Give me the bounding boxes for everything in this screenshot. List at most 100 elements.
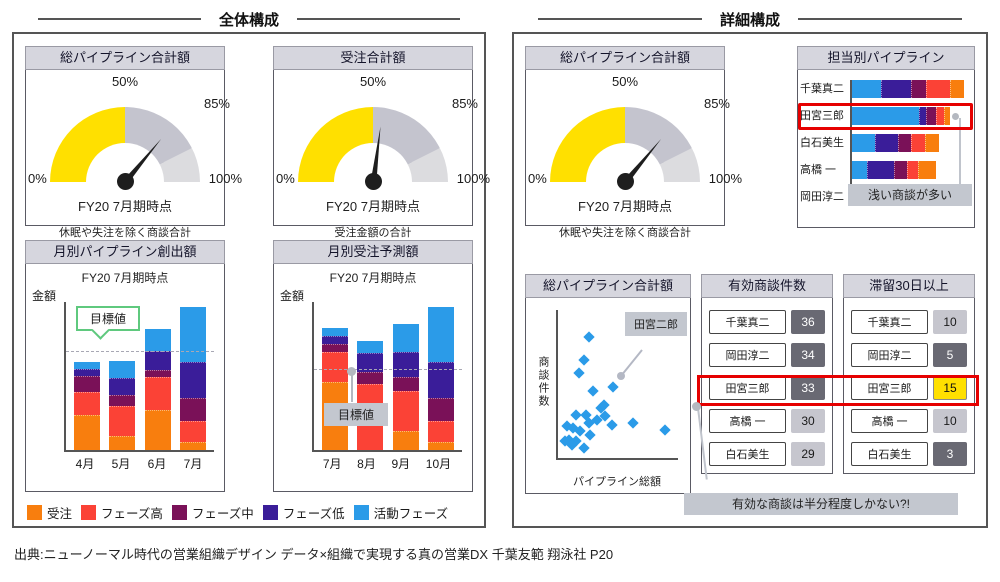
connector-dot	[951, 112, 959, 120]
annotation-valid-deals: 有効な商談は半分程度しかない?!	[684, 493, 958, 515]
table-row: 高橋 一 30	[709, 409, 825, 433]
legend-swatch	[171, 505, 187, 520]
legend-swatch	[353, 505, 369, 520]
panel-detail-title-text: 詳細構成	[720, 11, 781, 29]
segment-フェーズ中	[910, 80, 927, 98]
scatter-plot	[556, 310, 678, 460]
annotation-connector-svg	[617, 349, 643, 380]
plot-area	[312, 302, 462, 452]
tick-85: 85%	[703, 96, 730, 111]
table-row: 白石美生 3	[851, 442, 967, 466]
table-body: 千葉真二 36 岡田淳二 34 田宮三郎 33 高橋 一 30 白石美生 29	[701, 298, 833, 474]
rep-name: 田宮三郎	[709, 376, 786, 400]
segment-受注	[925, 134, 940, 152]
value-badge: 29	[791, 442, 825, 466]
bar-7月	[180, 307, 207, 450]
legend-item: 受注	[27, 503, 72, 522]
card-header: 有効商談件数	[701, 274, 833, 298]
bar-9月	[392, 324, 419, 450]
bar-5月	[109, 361, 136, 450]
segment-フェーズ高	[109, 406, 136, 436]
x-tick-7月: 7月	[322, 457, 342, 471]
gauges-row: 総パイプライン合計額 50% 85% 0% 100% FY20 7月期	[25, 46, 490, 239]
segment-フェーズ中	[144, 370, 171, 377]
segment-フェーズ低	[874, 134, 898, 152]
segment-受注	[943, 107, 950, 125]
segment-フェーズ高	[144, 377, 171, 410]
legend-swatch	[81, 505, 97, 520]
segment-フェーズ低	[866, 161, 895, 179]
segment-フェーズ中	[109, 395, 136, 406]
segment-フェーズ高	[926, 80, 951, 98]
segment-活動フェーズ	[852, 80, 882, 98]
segment-受注	[180, 442, 207, 450]
gauge-hub	[116, 173, 134, 190]
card-pipeline-scatter: 総パイプライン合計額 商談件数 田宮二郎 パイプライン総額	[525, 274, 691, 494]
gauge-hub	[616, 173, 634, 190]
table-row: 高橋 一 10	[851, 409, 967, 433]
segment-フェーズ高	[935, 107, 944, 125]
table-body: 千葉真二 10 岡田淳二 5 田宮三郎 15 高橋 一 10 白石美生 3	[843, 298, 975, 474]
card-orders-total-gauge: 受注合計額 50% 85% 0% 100% FY20 7月期時点	[273, 46, 490, 239]
segment-活動フェーズ	[180, 307, 207, 362]
segment-活動フェーズ	[852, 161, 867, 179]
card-header: 総パイプライン合計額	[25, 46, 225, 70]
rep-name: 高橋 一	[851, 409, 928, 433]
rep-name: 岡田淳二	[851, 343, 928, 367]
annotation-connector	[959, 118, 961, 206]
segment-受注	[392, 431, 419, 450]
legend-label: 活動フェーズ	[373, 507, 449, 521]
rep-name: 白石美生	[800, 137, 844, 149]
annotation-connector-dot	[692, 402, 701, 411]
card-total-pipeline-gauge-detail: 総パイプライン合計額 50% 85% 0% 100% FY20 7月期	[525, 46, 742, 239]
legend-swatch	[27, 505, 42, 520]
segment-フェーズ中	[428, 398, 455, 421]
tick-0: 0%	[528, 171, 547, 186]
segment-フェーズ高	[392, 391, 419, 431]
target-line	[66, 351, 214, 352]
gauge-body: 50% 85% 0% 100% FY20 7月期時点 休眠や失注を除く商談合計	[25, 70, 242, 239]
segment-フェーズ低	[73, 369, 100, 376]
rep-name: 田宮三郎	[800, 110, 844, 122]
card-monthly-orders-forecast: 月別受注予測額 FY20 7月期時点 金額 目標値 7月 8月 9月 10	[273, 240, 473, 492]
x-tick-8月: 8月	[357, 457, 376, 471]
segment-フェーズ高	[321, 352, 348, 382]
x-axis-labels: 7月 8月 9月 10月	[312, 455, 462, 472]
bar-10月	[428, 307, 455, 450]
card-valid-deal-count: 有効商談件数 千葉真二 36 岡田淳二 34 田宮三郎 33 高橋 一 30 白石美生 29	[701, 274, 833, 494]
x-tick-10月: 10月	[425, 457, 452, 471]
x-axis-label: パイプライン総額	[573, 476, 661, 488]
segment-フェーズ中	[321, 344, 348, 352]
annotation-shallow-deals: 浅い商談が多い	[848, 184, 972, 206]
figure-root: 全体構成 総パイプライン合計額 5 0% 85% 0%	[0, 0, 1000, 528]
value-badge: 3	[933, 442, 967, 466]
tick-0: 0%	[276, 171, 295, 186]
segment-受注	[144, 410, 171, 450]
rep-name: 千葉真二	[851, 310, 928, 334]
segment-活動フェーズ	[321, 328, 348, 336]
segment-受注	[950, 80, 965, 98]
value-badge: 5	[933, 343, 967, 367]
title-rule-left	[538, 18, 702, 20]
panel-overall-title: 全体構成	[12, 8, 486, 30]
bar-8月	[357, 341, 384, 450]
rep-bar-白石美生	[852, 134, 970, 152]
tick-0: 0%	[28, 171, 47, 186]
gauge-period: FY20 7月期時点	[326, 199, 420, 214]
gauge-caption: 休眠や失注を除く商談合計	[59, 227, 191, 239]
rep-name: 白石美生	[709, 442, 786, 466]
segment-フェーズ低	[144, 351, 171, 370]
x-axis-labels: 4月 5月 6月 7月	[64, 455, 214, 472]
title-rule-right	[798, 18, 963, 20]
gauge-period: FY20 7月期時点	[78, 199, 172, 214]
column-chart-orders: 金額 目標値	[280, 289, 462, 452]
legend-label: 受注	[47, 507, 73, 521]
segment-フェーズ中	[897, 134, 911, 152]
segment-フェーズ低	[109, 378, 136, 395]
legend-label: フェーズ低	[282, 507, 345, 521]
rep-name: 千葉真二	[800, 83, 844, 95]
tick-100: 100%	[708, 171, 742, 186]
panel-overall-title-text: 全体構成	[219, 11, 280, 29]
target-line	[314, 369, 462, 370]
chart-body: FY20 7月期時点 金額 目標値 4月 5月 6月 7月	[25, 264, 225, 492]
